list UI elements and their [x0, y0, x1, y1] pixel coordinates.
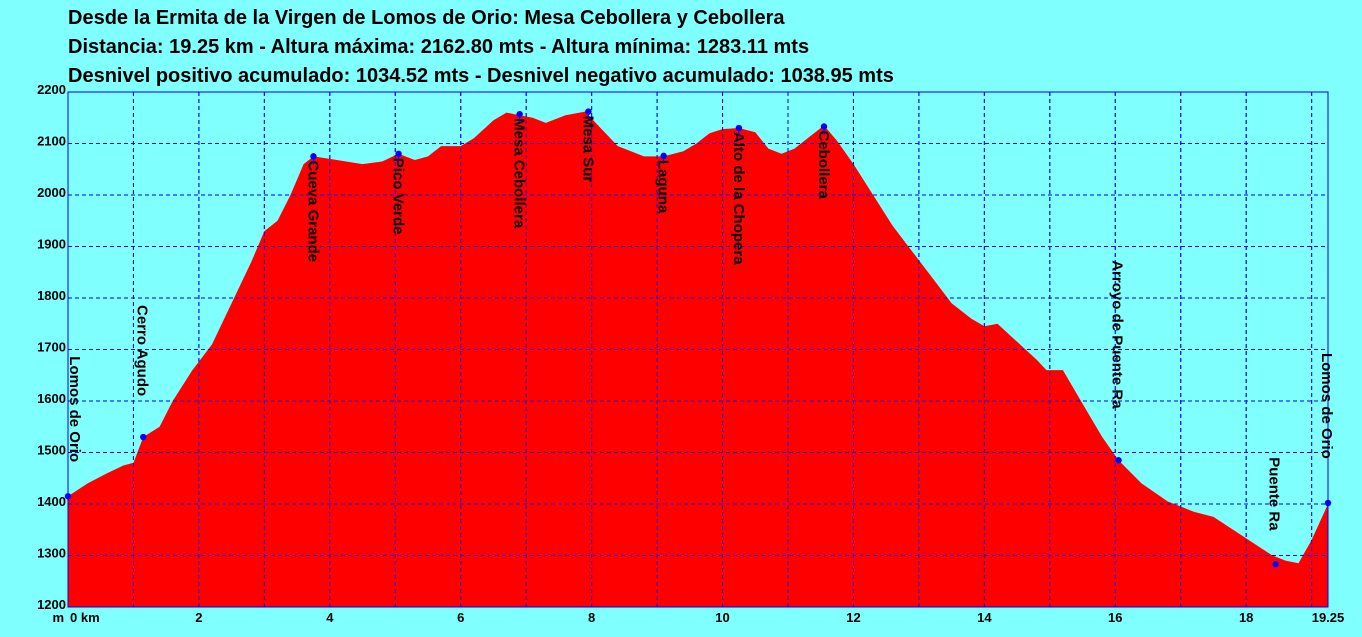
x-tick-label: 2 [195, 610, 202, 625]
waypoint-label: Lomos de Orio [1318, 353, 1335, 459]
waypoint: Cebollera [815, 123, 832, 200]
waypoint-marker [1115, 457, 1122, 464]
y-tick-label: 1900 [37, 237, 66, 252]
y-tick-label: 1500 [37, 443, 66, 458]
waypoint-label: Alto de la Chopera [730, 132, 747, 265]
y-tick-label: 1300 [37, 546, 66, 561]
waypoint-marker [1272, 561, 1279, 568]
x-tick-label: 14 [977, 610, 992, 625]
x-tick-label: 18 [1239, 610, 1253, 625]
chart-header: Desde la Ermita de la Virgen de Lomos de… [68, 4, 894, 91]
elevation-area [68, 111, 1328, 607]
x-tick-label: 0 km [70, 610, 100, 625]
waypoint: Cueva Grande [304, 153, 321, 262]
waypoints: Lomos de Orio Cerro Agudo Cueva Grande Pico… [64, 108, 1335, 568]
x-tick-label: 4 [326, 610, 334, 625]
waypoint: Alto de la Chopera [730, 124, 747, 265]
y-tick-label: 1400 [37, 494, 66, 509]
waypoint-label: Mesa Cebollera [511, 118, 528, 229]
waypoint-label: Lomos de Orio [66, 356, 83, 462]
waypoint: Laguna [655, 152, 672, 214]
waypoint-label: Laguna [655, 160, 672, 214]
waypoint: Cerro Agudo [133, 305, 150, 441]
waypoint: Mesa Sur [579, 108, 596, 182]
x-tick-label: 19.25 [1312, 610, 1345, 625]
waypoint-marker [1324, 499, 1332, 507]
plot-border [67, 91, 1329, 608]
profile-area [67, 91, 1328, 608]
waypoint-label: Arroyo de Puente Ra [1109, 260, 1126, 409]
y-tick-label: 1600 [37, 391, 66, 406]
waypoint-marker [140, 433, 147, 441]
waypoint-label: Mesa Sur [579, 116, 596, 183]
plot-frame [67, 91, 1329, 608]
y-tick-label: 2100 [37, 134, 66, 149]
waypoint: Mesa Cebollera [511, 110, 528, 229]
y-tick-label: 2000 [37, 185, 66, 200]
y-tick-label: 2200 [37, 82, 66, 97]
elevation-gain-summary: Desnivel positivo acumulado: 1034.52 mts… [68, 65, 894, 87]
waypoint-label: Cueva Grande [304, 160, 321, 262]
waypoint-marker [64, 493, 72, 500]
x-tick-label: 10 [715, 610, 729, 625]
waypoint-label: Pico Verde [390, 158, 407, 235]
waypoint: Lomos de Orio [1318, 353, 1335, 507]
distance-altitude-summary: Distancia: 19.25 km - Altura máxima: 216… [68, 36, 810, 58]
waypoint: Lomos de Orio [64, 356, 83, 500]
chart-title: Desde la Ermita de la Virgen de Lomos de… [68, 7, 785, 29]
waypoint-label: Cerro Agudo [133, 305, 150, 396]
y-tick-label: 1800 [37, 288, 66, 303]
y-tick-label: 1700 [37, 340, 66, 355]
x-tick-label: 6 [457, 610, 464, 625]
y-tick-label: 1200 [37, 597, 66, 612]
x-tick-label: 12 [846, 610, 860, 625]
waypoint-label: Puente Ra [1266, 457, 1283, 531]
waypoint-label: Cebollera [815, 131, 832, 200]
waypoint: Puente Ra [1266, 457, 1283, 568]
waypoint: Arroyo de Puente Ra [1109, 260, 1126, 464]
axes: 1200130014001500160017001800190020002100… [37, 82, 1344, 625]
x-tick-label: 8 [588, 610, 595, 625]
x-tick-label: 16 [1108, 610, 1122, 625]
waypoint: Pico Verde [390, 150, 407, 235]
y-unit-label: m [52, 610, 64, 625]
